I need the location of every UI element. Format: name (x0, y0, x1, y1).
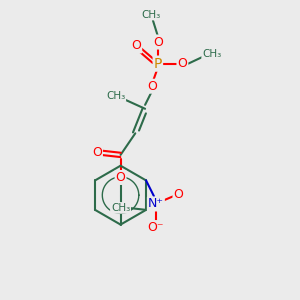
Text: O: O (131, 40, 141, 52)
Text: O: O (92, 146, 102, 159)
Text: CH₃: CH₃ (141, 10, 160, 20)
Text: N⁺: N⁺ (148, 197, 164, 211)
Text: CH₃: CH₃ (106, 91, 125, 101)
Text: O: O (178, 57, 187, 70)
Text: CH₃: CH₃ (111, 203, 130, 213)
Text: O: O (153, 35, 163, 49)
Text: P: P (154, 57, 162, 70)
Text: O: O (173, 188, 183, 201)
Text: O: O (147, 80, 157, 93)
Text: O⁻: O⁻ (148, 221, 164, 234)
Text: CH₃: CH₃ (202, 49, 221, 59)
Text: O: O (116, 171, 125, 184)
